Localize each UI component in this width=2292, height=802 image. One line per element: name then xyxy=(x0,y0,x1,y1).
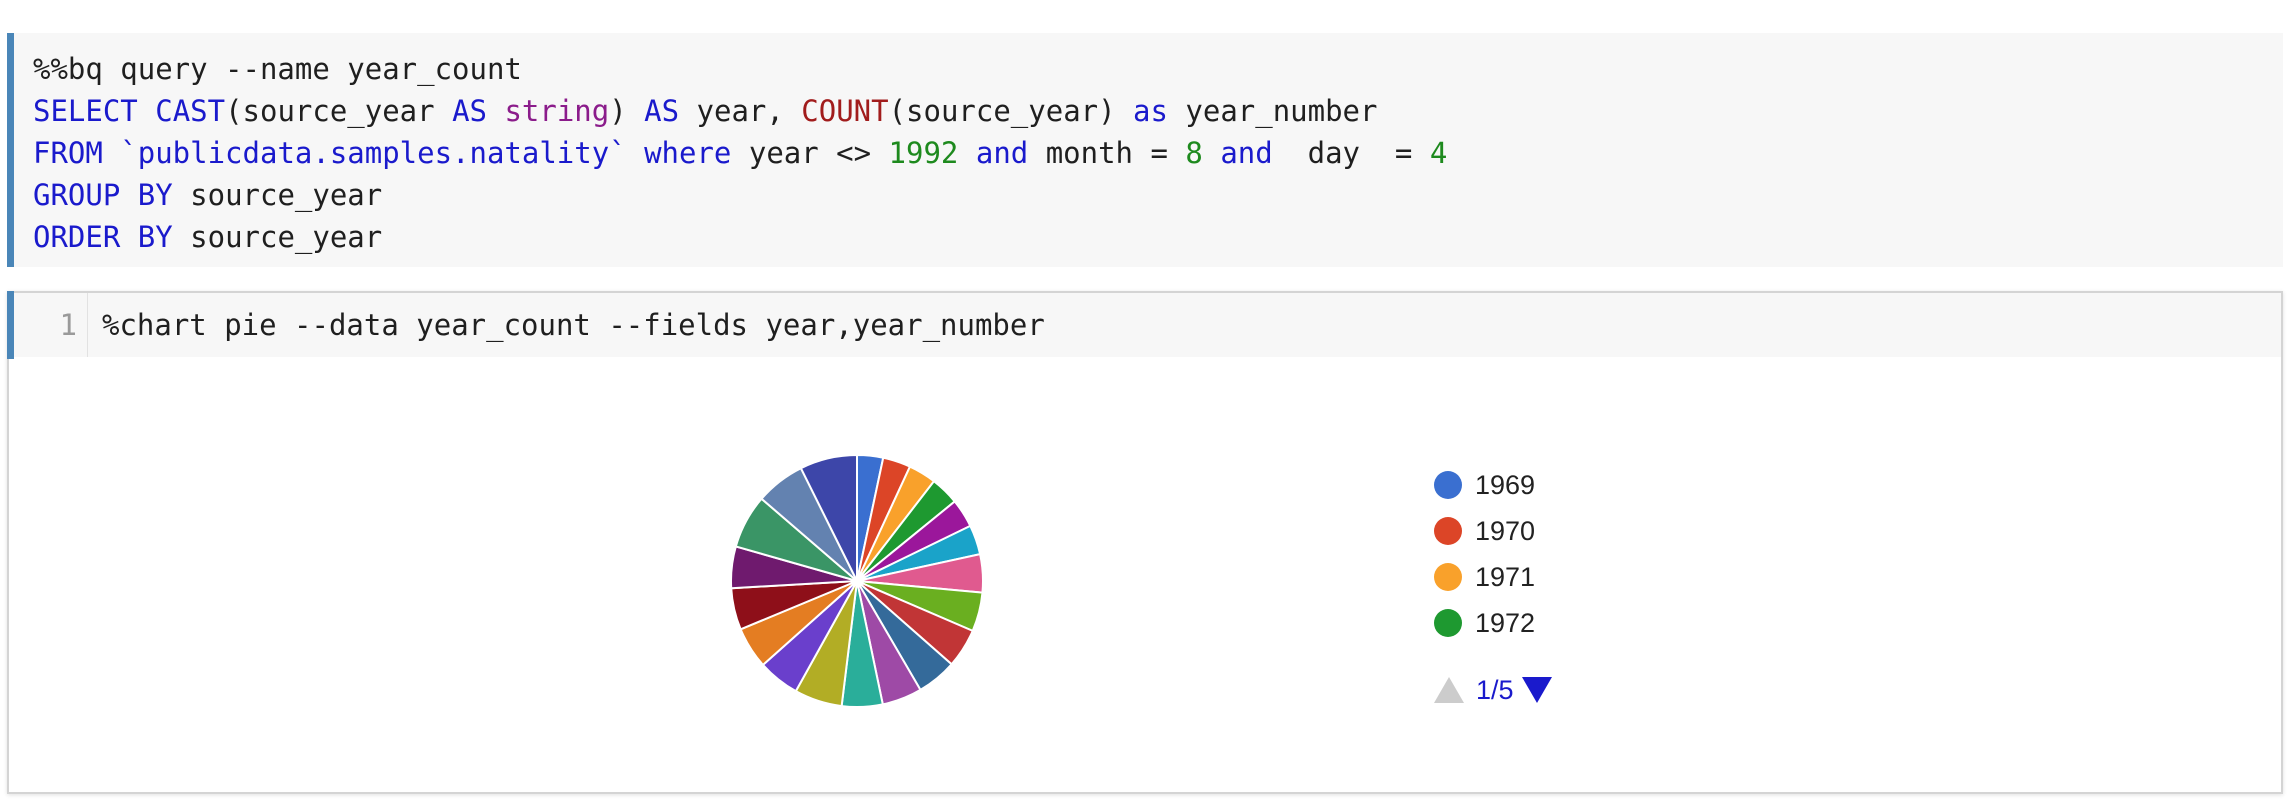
code-token: SELECT xyxy=(33,94,138,128)
legend-item[interactable]: 1972 xyxy=(1434,608,1535,638)
legend-color-dot xyxy=(1434,563,1462,591)
legend-page-indicator: 1/5 xyxy=(1476,674,1514,705)
code-token: month = xyxy=(1028,136,1186,170)
legend-label: 1970 xyxy=(1475,515,1536,546)
code-token: AS xyxy=(452,94,487,128)
code-token: where xyxy=(644,136,732,170)
query-code[interactable]: %%bq query --name year_count SELECT CAST(… xyxy=(14,33,2283,258)
code-token: year_number xyxy=(1167,94,1378,128)
code-token: and xyxy=(1220,136,1273,170)
legend-prev-arrow-icon[interactable] xyxy=(1434,677,1464,703)
legend-next-arrow-icon[interactable] xyxy=(1521,677,1552,703)
code-token: (source_year xyxy=(225,94,453,128)
chart-cell[interactable]: 1 %chart pie --data year_count --fields … xyxy=(7,291,2283,794)
code-line: SELECT CAST(source_year AS string) AS ye… xyxy=(33,90,2283,132)
code-token: FROM xyxy=(33,136,103,170)
code-token xyxy=(1203,136,1220,170)
code-token: `publicdata.samples.natality` xyxy=(102,136,645,170)
code-token: ORDER BY xyxy=(33,220,173,254)
legend-color-dot xyxy=(1434,609,1462,637)
code-token xyxy=(487,94,504,128)
code-line: ORDER BY source_year xyxy=(33,216,2283,258)
code-token: and xyxy=(975,136,1029,170)
code-token: source_year xyxy=(172,220,383,254)
query-cell[interactable]: %%bq query --name year_count SELECT CAST(… xyxy=(7,33,2283,267)
code-token: 4 xyxy=(1429,136,1448,170)
legend-item[interactable]: 1970 xyxy=(1434,516,1535,546)
code-token: %%bq query --name year_count xyxy=(33,52,522,86)
legend-color-dot xyxy=(1434,471,1462,499)
code-token: as xyxy=(1133,94,1168,128)
code-line: GROUP BY source_year xyxy=(33,174,2283,216)
legend-label: 1969 xyxy=(1475,469,1536,500)
chart-command[interactable]: %chart pie --data year_count --fields ye… xyxy=(102,308,1045,342)
chart-cell-input[interactable]: 1 %chart pie --data year_count --fields … xyxy=(14,293,2281,357)
legend-label: 1971 xyxy=(1475,561,1536,592)
code-token: source_year xyxy=(172,178,383,212)
legend-pager: 1/5 xyxy=(1434,672,1552,708)
code-token: 8 xyxy=(1185,136,1203,170)
code-token: year, xyxy=(679,94,802,128)
code-token: string xyxy=(504,94,610,128)
code-line: FROM `publicdata.samples.natality` where… xyxy=(33,132,2283,174)
line-number: 1 xyxy=(14,293,88,357)
code-token: (source_year) xyxy=(888,94,1134,128)
code-token: CAST xyxy=(155,94,226,128)
code-token xyxy=(958,136,975,170)
code-line: %%bq query --name year_count xyxy=(33,48,2283,90)
code-token: 1992 xyxy=(888,136,959,170)
legend-color-dot xyxy=(1434,517,1462,545)
code-token: AS xyxy=(644,94,680,128)
code-token: COUNT xyxy=(801,94,889,128)
legend-item[interactable]: 1969 xyxy=(1434,470,1535,500)
code-token: day = xyxy=(1272,136,1430,170)
code-token: year <> xyxy=(731,136,889,170)
legend-item[interactable]: 1971 xyxy=(1434,562,1535,592)
cell-selection-bar xyxy=(7,291,14,359)
code-token xyxy=(138,94,155,128)
pie-chart xyxy=(730,453,984,708)
legend-label: 1972 xyxy=(1475,607,1536,638)
code-token: GROUP BY xyxy=(33,178,173,212)
code-token: ) xyxy=(609,94,645,128)
pie-slice[interactable] xyxy=(799,453,858,582)
